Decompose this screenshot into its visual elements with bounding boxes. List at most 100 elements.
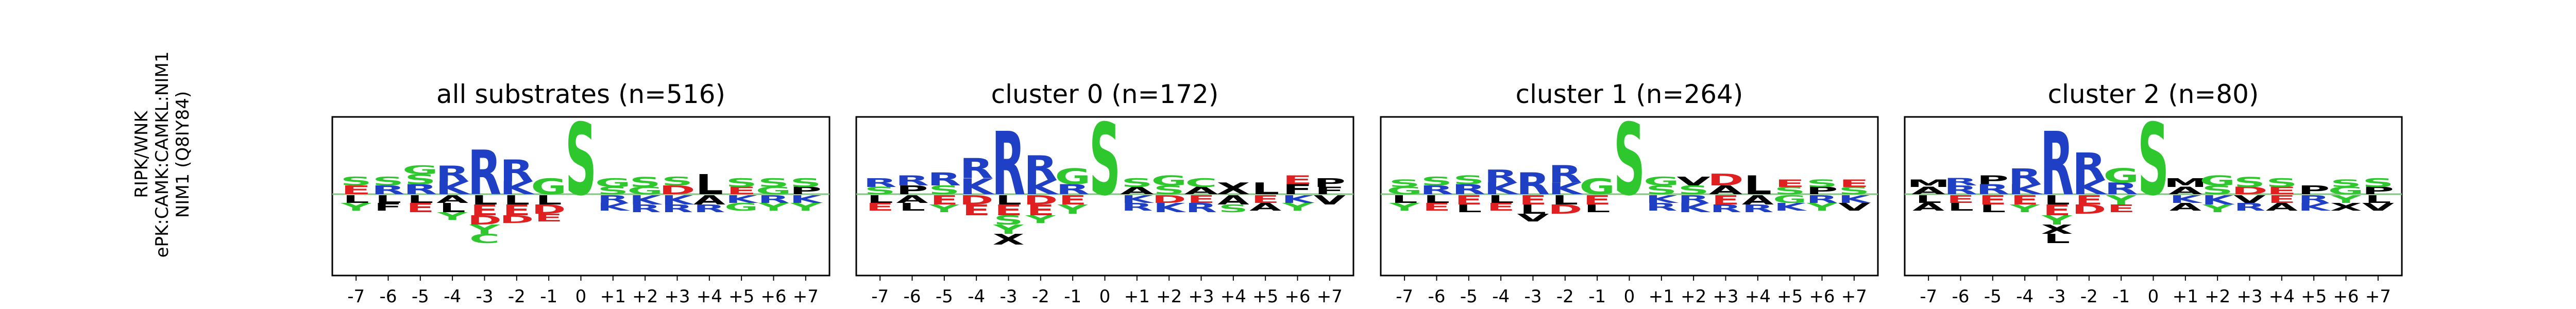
x-tick-label: +3 [1713,286,1738,307]
logo-letter-above: S [758,176,789,190]
logo-letter-below: D [467,213,502,228]
logo-letter-below: E [406,200,434,215]
logo-letter-below: L [1916,193,1942,205]
x-tick-label: +4 [1221,286,1246,307]
panel-title: all substrates (n=516) [436,79,725,109]
logo-letter-below: K [1153,200,1187,215]
logo-letter-above: S [2138,102,2169,217]
x-tick-label: +1 [1649,286,1674,307]
logo-letter-below: L [899,201,925,213]
logo-letter-below: G [1773,193,1807,205]
logo-letter-below: Y [1025,213,1056,226]
logo-letter-below: E [1711,193,1740,208]
logo-letter-below: X [993,231,1025,248]
logo-letter-below: F [374,201,402,213]
logo-letter-above: G [1386,185,1422,196]
logo-letter-below: E [1946,193,1975,205]
logo-letter-above: G [756,185,791,196]
logo-letter-above: A [1184,185,1218,196]
logo-letter-above: R [500,154,533,188]
logo-letter-below: L [867,193,893,205]
logo-letter-below: K [725,193,759,205]
x-tick-label: +5 [1777,286,1803,307]
x-tick-label: -4 [968,286,985,307]
x-tick-label: -7 [1920,286,1937,307]
x-tick-label: +3 [664,286,690,307]
logo-letter-below: S [1218,202,1248,215]
logo-letter-below: E [1454,193,1483,208]
logo-letter-above: G [2328,185,2364,196]
logo-letter-above: S [404,171,436,187]
logo-letter-above: R [1516,167,1550,202]
logo-letter-below: Y [437,210,468,222]
logo-letter-above: D [659,183,695,197]
x-tick-label: -3 [1000,286,1018,307]
logo-letter-below: Y [928,202,959,215]
logo-letter-below: E [1583,193,1612,208]
logo-letter-below: L [343,193,369,205]
logo-letter-below: A [693,193,725,208]
logo-letter-below: K [1646,193,1680,205]
logo-letter-below: A [2266,201,2298,213]
x-tick-label: +7 [793,286,819,307]
logo-letter-below: R [662,202,693,215]
logo-letter-above: E [1283,173,1313,187]
logo-letter-below: L [1423,193,1450,205]
x-tick-label: -3 [476,286,494,307]
logo-letter-above: R [2072,145,2106,189]
logo-letter-below: L [471,193,498,208]
logo-letter-below: K [2170,193,2204,205]
logo-letter-below: E [1978,193,2007,208]
logo-letter-below: K [790,193,824,205]
logo-letter-below: E [994,202,1023,219]
logo-letter-below: Y [2041,213,2073,228]
x-tick-label: +2 [632,286,658,307]
x-tick-label: -4 [444,286,461,307]
logo-letter-below: L [1392,193,1418,205]
x-tick-label: -6 [904,286,921,307]
x-tick-label: +4 [2269,286,2295,307]
logo-letter-below: A [2170,201,2201,213]
logo-letter-above: S [565,102,597,217]
logo-letter-below: E [1187,193,1215,205]
logo-letter-above: R [468,138,501,209]
logo-letter-below: L [2365,193,2391,205]
x-tick-label: -3 [1524,286,1542,307]
logo-letter-below: R [1646,201,1677,213]
logo-letter-above: P [790,185,822,196]
logo-letter-below: G [724,201,758,213]
logo-letter-below: R [629,202,661,215]
logo-letter-below: A [436,193,468,205]
logo-letter-below: L [503,193,530,208]
logo-letter-above: R [1420,183,1453,197]
logo-letter-above: R [2040,114,2074,215]
logo-letter-below: Y [2106,193,2137,208]
logo-letter-below: D [1548,202,1583,217]
x-tick-label: -6 [1952,286,1970,307]
logo-letter-below: Y [1057,202,1089,217]
logo-letter-above: P [1806,185,1838,196]
x-tick-label: +2 [2205,286,2230,307]
logo-letter-above: P [2298,183,2330,197]
logo-letter-above: A [2168,185,2202,196]
logo-letter-below: L [1979,202,2006,215]
logo-letter-above: S [726,176,757,190]
logo-letter-above: L [696,168,723,201]
logo-letter-below: R [693,202,725,215]
logo-letter-below: K [2201,193,2235,208]
logo-letter-above: K [435,178,471,198]
logo-letter-above: A [1911,185,1945,196]
logo-letter-above: S [341,175,372,188]
x-tick-label: +4 [697,286,722,307]
logo-panel-2: cluster 1 (n=264)-7GSLY-6RSLE-5RSEL-4KRL… [1380,79,1879,307]
logo-letter-below: E [2043,202,2071,219]
logo-letter-above: P [1977,173,2009,187]
logo-letter-above: G [402,163,438,177]
logo-letter-above: X [1216,180,1250,198]
logo-letter-above: S [1838,185,1870,196]
logo-letter-above: S [2202,183,2233,197]
logo-letter-below: D [532,202,566,217]
logo-letter-above: P [1314,176,1346,190]
logo-letter-above: K [500,178,535,198]
x-tick-label: -2 [1032,286,1049,307]
